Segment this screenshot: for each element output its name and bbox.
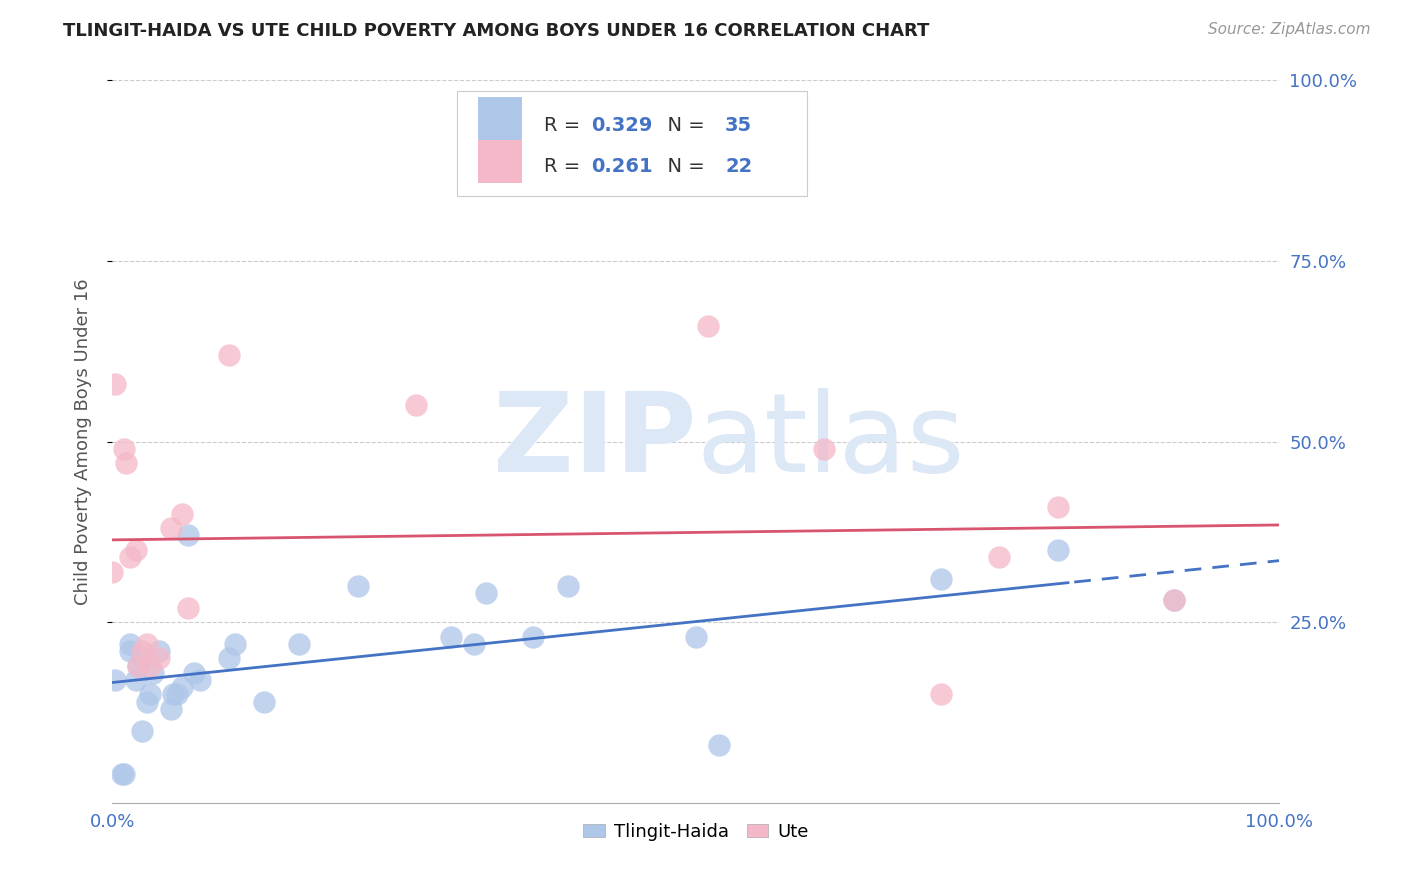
Point: [142, 665, 165, 680]
Point: [177, 528, 200, 542]
Point: [162, 687, 184, 701]
Point: [405, 398, 427, 412]
Text: R =: R =: [544, 116, 586, 135]
Point: [557, 579, 579, 593]
Point: [139, 687, 162, 701]
Y-axis label: Child Poverty Among Boys Under 16: Child Poverty Among Boys Under 16: [73, 278, 91, 605]
Point: [1046, 500, 1069, 514]
Point: [988, 550, 1011, 565]
Point: [1046, 542, 1069, 557]
Point: [118, 637, 141, 651]
Text: Source: ZipAtlas.com: Source: ZipAtlas.com: [1208, 22, 1371, 37]
Point: [136, 695, 159, 709]
Point: [118, 550, 141, 565]
Point: [183, 665, 205, 680]
Point: [139, 658, 162, 673]
Point: [112, 767, 135, 781]
FancyBboxPatch shape: [478, 140, 522, 183]
Point: [929, 572, 952, 586]
Text: 35: 35: [725, 116, 752, 135]
Text: atlas: atlas: [696, 388, 965, 495]
Point: [148, 651, 170, 665]
Point: [288, 637, 311, 651]
Text: TLINGIT-HAIDA VS UTE CHILD POVERTY AMONG BOYS UNDER 16 CORRELATION CHART: TLINGIT-HAIDA VS UTE CHILD POVERTY AMONG…: [63, 22, 929, 40]
Point: [188, 673, 211, 687]
Point: [475, 586, 498, 600]
Point: [177, 600, 200, 615]
Point: [346, 579, 368, 593]
Point: [1163, 593, 1185, 607]
Point: [166, 687, 188, 701]
Point: [685, 630, 707, 644]
Text: 0.329: 0.329: [591, 116, 652, 135]
Point: [224, 637, 246, 651]
Point: [709, 738, 731, 752]
Text: N =: N =: [655, 116, 711, 135]
Point: [131, 723, 153, 738]
Point: [112, 442, 135, 456]
Point: [131, 644, 153, 658]
Point: [253, 695, 276, 709]
Point: [522, 630, 544, 644]
Point: [160, 521, 183, 535]
Point: [218, 348, 240, 362]
Point: [160, 702, 183, 716]
FancyBboxPatch shape: [457, 91, 807, 196]
Point: [101, 565, 124, 579]
Point: [104, 376, 127, 391]
Point: [118, 644, 141, 658]
Point: [125, 542, 148, 557]
Point: [148, 644, 170, 658]
Point: [172, 680, 194, 694]
Point: [172, 507, 194, 521]
Point: [127, 658, 149, 673]
Point: [440, 630, 463, 644]
Point: [104, 673, 127, 687]
Text: R =: R =: [544, 158, 586, 177]
Text: 0.261: 0.261: [591, 158, 652, 177]
Text: ZIP: ZIP: [492, 388, 696, 495]
FancyBboxPatch shape: [478, 97, 522, 140]
Point: [1163, 593, 1185, 607]
Point: [136, 637, 159, 651]
Point: [111, 767, 134, 781]
Point: [127, 658, 149, 673]
Text: 22: 22: [725, 158, 752, 177]
Point: [929, 687, 952, 701]
Text: N =: N =: [655, 158, 711, 177]
Point: [463, 637, 485, 651]
Point: [218, 651, 240, 665]
Point: [813, 442, 835, 456]
Point: [115, 456, 138, 470]
Legend: Tlingit-Haida, Ute: Tlingit-Haida, Ute: [576, 815, 815, 848]
Point: [125, 673, 148, 687]
Point: [131, 651, 153, 665]
Point: [696, 318, 718, 333]
